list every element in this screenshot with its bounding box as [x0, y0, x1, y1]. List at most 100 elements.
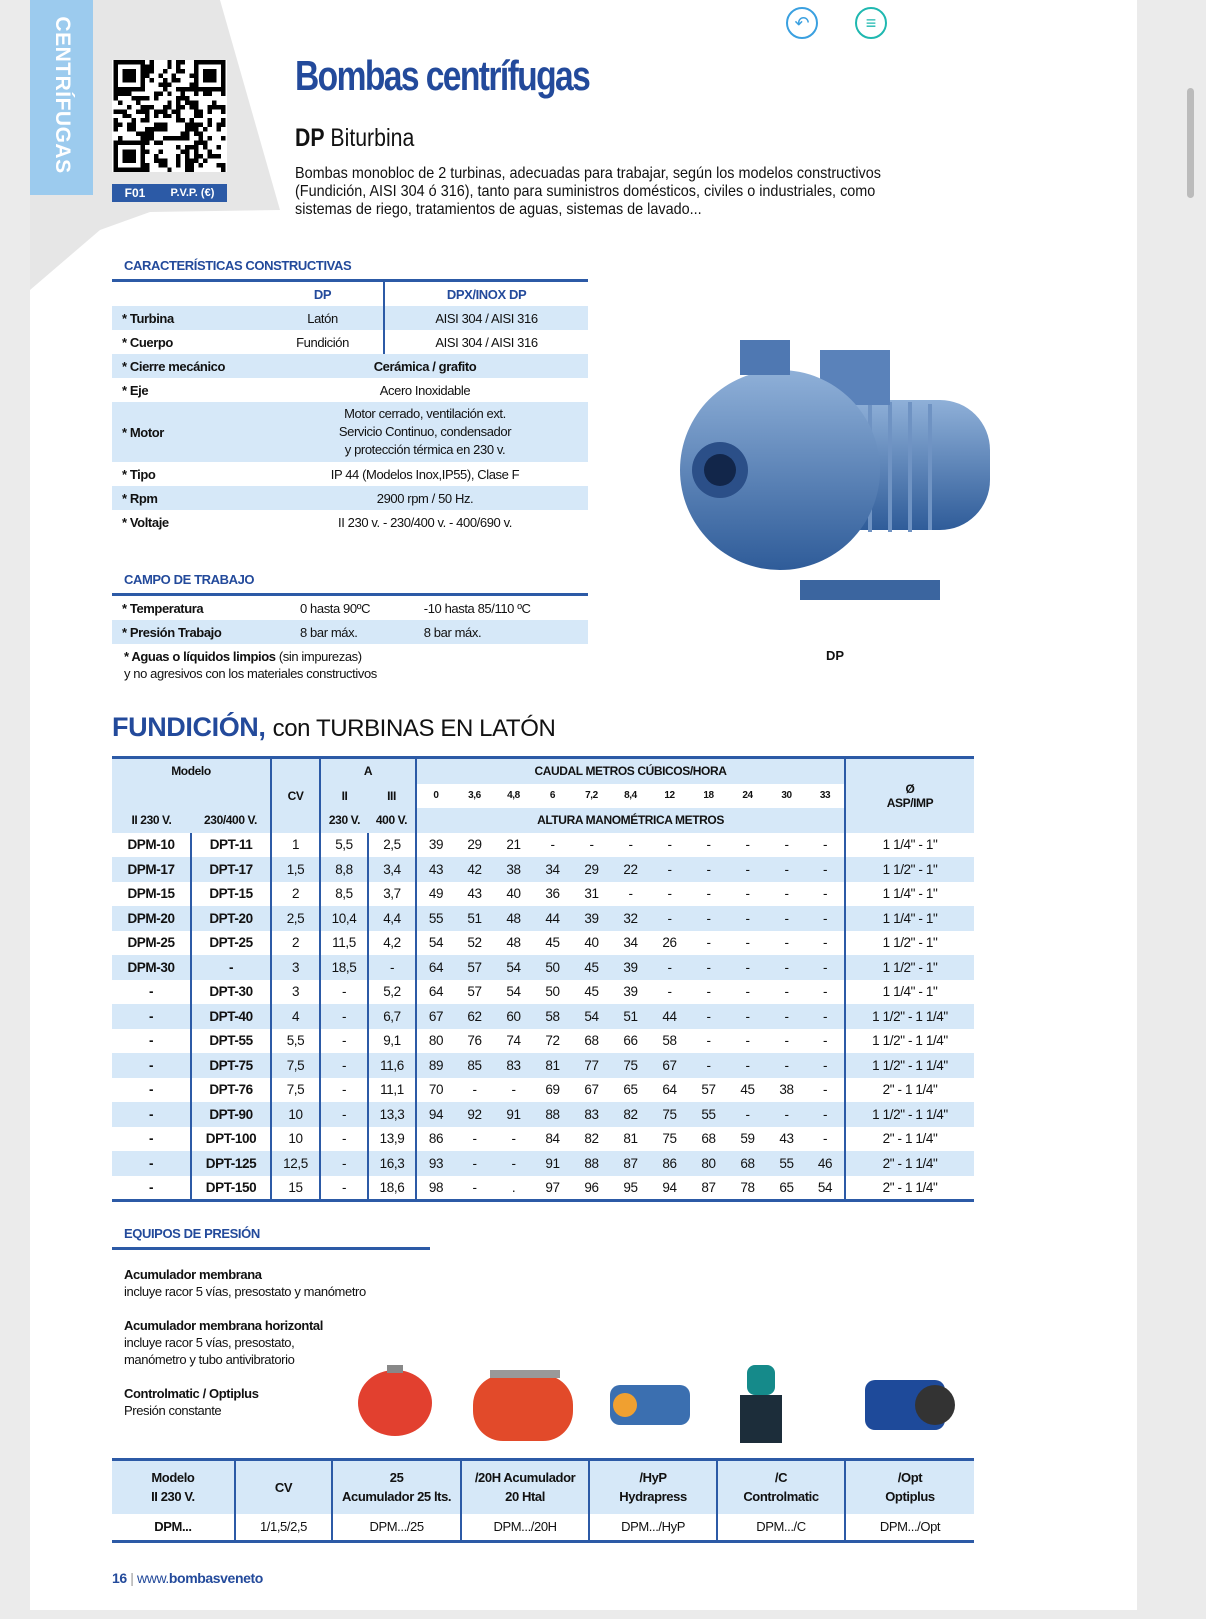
undo-arrow-icon[interactable]: ↶ [786, 7, 818, 39]
head-value: 68 [701, 1131, 716, 1147]
pressure-cell: DPM.../C [716, 1513, 845, 1542]
head-value: 75 [662, 1131, 677, 1147]
head-value: - [806, 955, 845, 980]
head-value: 54 [506, 984, 521, 1000]
head-value: 65 [779, 1179, 794, 1195]
features-table: DP DPX/INOX DP * Turbina Latón AISI 304 / AI… [112, 282, 588, 534]
amps-tri: 11,6 [367, 1053, 416, 1078]
flow-value: 30 [767, 783, 806, 808]
side-tab-label: CENTRÍFUGAS [50, 16, 74, 174]
head-value: 58 [533, 1004, 572, 1029]
head-value: - [784, 935, 789, 951]
table-row: DPM-15 DPT-15 2 8,5 3,7 49 43 40 36 31- - - - - -1 1/4… [112, 881, 974, 906]
head-value: 55 [689, 1102, 728, 1127]
cv-value: 4 [270, 1004, 320, 1029]
head-value: 44 [533, 906, 572, 931]
amps-tri: 5,2 [367, 979, 416, 1004]
connection-size: 2" - 1 1/4" [844, 1175, 974, 1200]
head-value: 29 [467, 837, 482, 853]
head-value: 51 [455, 906, 494, 931]
qr-code-icon[interactable] [112, 60, 227, 172]
head-value: 54 [415, 930, 455, 955]
feature-label: * Cuerpo [122, 334, 173, 350]
head-value: 39 [572, 906, 611, 931]
table-row: - DPT-150 15-18,6 98-. 97 96 95 94 87 78 65 54 2" - … [112, 1175, 974, 1200]
head-value: - [784, 1033, 789, 1049]
head-value: 48 [494, 906, 533, 931]
connection-size: 1 1/2" - 1 1/4" [844, 1028, 974, 1053]
section-side-tab[interactable]: CENTRÍFUGAS [30, 0, 93, 195]
model-mono: DPM-10 [127, 837, 175, 853]
amps-tri: 2,5 [367, 832, 416, 857]
head-value: - [667, 837, 672, 853]
cv-value: 5,5 [270, 1028, 320, 1053]
connection-size: 1 1/2" - 1 1/4" [844, 1102, 974, 1127]
pump-image [680, 340, 990, 600]
model-mono: DPM-15 [127, 886, 175, 902]
header-row: II III 0 3,6 4,8 6 7,2 8,4 12 18 24 30 33 [112, 783, 974, 808]
code-price-bar: F01 P.V.P. (€) [112, 184, 227, 202]
head-value: 82 [584, 1131, 599, 1147]
header-230v: 230 V. [319, 808, 368, 833]
feature-row: * Rpm 2900 rpm / 50 Hz. [112, 486, 588, 510]
pressure-cell: DPM.../Opt [843, 1513, 974, 1542]
head-value: 94 [662, 1179, 677, 1195]
work-table: * Temperatura 0 hasta 90ºC -10 hasta 85/11… [112, 596, 588, 644]
head-value: 50 [533, 955, 572, 980]
head-value: - [728, 1053, 767, 1078]
feature-value: 2900 rpm / 50 Hz. [262, 486, 588, 510]
head-value: 46 [806, 1151, 845, 1176]
website-link[interactable]: www.bombasveneto [137, 1570, 263, 1586]
head-value: - [511, 1082, 516, 1098]
model-mono: - [148, 1179, 154, 1195]
connection-size: 1 1/2" - 1 1/4" [844, 1004, 974, 1029]
head-value: - [728, 1102, 767, 1127]
model-tri: DPT-76 [190, 1077, 271, 1102]
head-value: - [784, 984, 789, 1000]
pressure-cell: DPM... [154, 1519, 192, 1535]
head-value: - [728, 955, 767, 980]
table-row: DPM-17 DPT-17 1,5 8,8 3,4 43 42 38 34 29 22- - - - -1 … [112, 857, 974, 882]
model-tri: DPT-25 [190, 930, 271, 955]
pressure-header-row: Modelo II 230 V. CV 25 Acumulador 25 lts. /… [112, 1459, 974, 1514]
head-value: 96 [584, 1179, 599, 1195]
head-value: - [784, 886, 789, 902]
pressure-title: EQUIPOS DE PRESIÓN [112, 1226, 430, 1250]
amps-tri: 9,1 [367, 1028, 416, 1053]
header-head: ALTURA MANOMÉTRICA METROS [415, 808, 845, 833]
amps-tri: 13,3 [367, 1102, 416, 1127]
connection-size: 1 1/4" - 1" [844, 881, 974, 906]
item-desc: incluye racor 5 vías, presostato, manóme… [124, 1335, 295, 1367]
work-label: * Presión Trabajo [112, 620, 290, 644]
connection-size: 1 1/2" - 1" [844, 930, 974, 955]
list-menu-icon[interactable]: ≡ [855, 7, 887, 39]
head-value: - [689, 1053, 728, 1078]
amps-tri: 13,9 [367, 1126, 416, 1151]
head-value: 70 [415, 1077, 455, 1102]
flow-value: 6 [533, 783, 572, 808]
pressure-row: DPM... 1/1,5/2,5 DPM.../25 DPM.../20H DPM...… [112, 1513, 974, 1542]
head-value: - [822, 837, 828, 853]
head-value: 54 [817, 1179, 833, 1195]
head-value: 40 [584, 935, 599, 951]
item-name: Controlmatic / Optiplus [124, 1386, 259, 1401]
amps-mono: - [319, 1102, 368, 1127]
scrollbar[interactable] [1187, 88, 1194, 198]
work-dp-value: 0 hasta 90ºC [300, 600, 371, 616]
header-row: Modelo CV A CAUDAL METROS CÚBICOS/HORA Ø ASP/… [112, 757, 974, 833]
head-value: 91 [533, 1151, 572, 1176]
horizontal-tank-image [473, 1370, 573, 1441]
head-value: 68 [728, 1151, 767, 1176]
feature-dpx-value: AISI 304 / AISI 316 [383, 330, 588, 354]
head-value: 31 [584, 886, 599, 902]
pressure-header: /C Controlmatic [716, 1459, 845, 1514]
amps-tri: 18,6 [367, 1175, 416, 1200]
head-value: 39 [611, 955, 650, 980]
model-subtitle: Biturbina [330, 124, 415, 152]
feature-dp-value: Latón [262, 306, 385, 330]
pressure-header: /HyP Hydrapress [588, 1459, 718, 1514]
header-400v: 400 V. [368, 808, 416, 833]
note-rest: (sin impurezas) [278, 649, 362, 664]
head-value: 26 [662, 935, 677, 951]
model-mono: DPM-20 [112, 906, 191, 931]
